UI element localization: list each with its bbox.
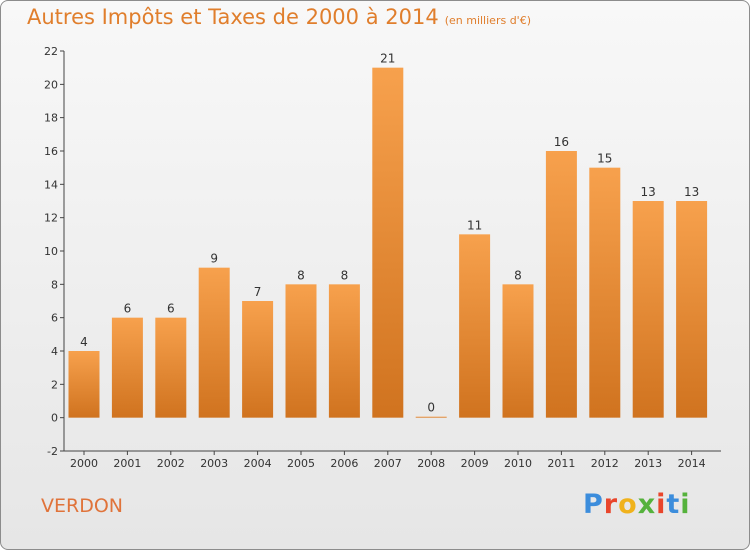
bar xyxy=(632,201,664,418)
y-tick-label: 2 xyxy=(51,378,58,391)
bar xyxy=(285,284,317,418)
x-tick-label: 2013 xyxy=(634,457,662,470)
x-tick-label: 2012 xyxy=(591,457,619,470)
proxiti-logo[interactable]: Proxiti xyxy=(583,489,691,520)
chart-title: Autres Impôts et Taxes de 2000 à 2014 (en… xyxy=(27,5,531,29)
bar-value-label: 6 xyxy=(124,302,132,316)
x-tick-label: 2010 xyxy=(504,457,532,470)
bar xyxy=(328,284,360,418)
brand-letter: t xyxy=(666,489,681,520)
y-tick-label: 18 xyxy=(44,112,58,125)
x-tick-label: 2008 xyxy=(417,457,445,470)
y-tick-label: 22 xyxy=(44,45,58,58)
bar xyxy=(242,301,274,418)
bar-value-label: 13 xyxy=(684,185,699,199)
bar xyxy=(459,234,491,418)
bar xyxy=(68,351,100,418)
chart-title-main: Autres Impôts et Taxes de 2000 à 2014 xyxy=(27,5,439,29)
x-tick-label: 2011 xyxy=(547,457,575,470)
bar-value-label: 9 xyxy=(210,252,218,266)
x-tick-label: 2005 xyxy=(287,457,315,470)
bar xyxy=(545,151,577,418)
brand-letter: x xyxy=(637,489,657,520)
bar-value-label: 4 xyxy=(80,335,88,349)
y-tick-label: 6 xyxy=(51,312,58,325)
x-tick-label: 2002 xyxy=(157,457,185,470)
bar-value-label: 0 xyxy=(427,401,435,415)
y-tick-label: 0 xyxy=(51,412,58,425)
y-tick-label: 20 xyxy=(44,78,58,91)
bar xyxy=(155,317,187,418)
bar xyxy=(372,67,404,418)
bar xyxy=(676,201,708,418)
chart-title-unit: (en milliers d'€) xyxy=(444,14,531,27)
x-tick-label: 2003 xyxy=(200,457,228,470)
x-tick-label: 2004 xyxy=(244,457,272,470)
bar-value-label: 15 xyxy=(597,152,612,166)
y-tick-label: 16 xyxy=(44,145,58,158)
bar xyxy=(198,267,230,418)
brand-letter: i xyxy=(680,489,691,520)
bar xyxy=(502,284,534,418)
x-tick-label: 2006 xyxy=(330,457,358,470)
y-tick-label: 10 xyxy=(44,245,58,258)
y-tick-label: 4 xyxy=(51,345,58,358)
brand-letter: r xyxy=(603,489,619,520)
y-tick-label: 12 xyxy=(44,212,58,225)
bar-value-label: 16 xyxy=(554,135,569,149)
brand-letter: o xyxy=(618,489,638,520)
bar-value-label: 7 xyxy=(254,285,262,299)
brand-letter: i xyxy=(656,489,667,520)
x-tick-label: 2014 xyxy=(678,457,706,470)
bar xyxy=(415,416,447,418)
bar xyxy=(589,167,621,418)
y-tick-label: 8 xyxy=(51,278,58,291)
x-tick-label: 2000 xyxy=(70,457,98,470)
brand-letter: P xyxy=(583,489,604,520)
bar-value-label: 8 xyxy=(297,268,305,282)
bar xyxy=(111,317,143,418)
y-tick-label: -2 xyxy=(47,445,58,458)
x-tick-label: 2007 xyxy=(374,457,402,470)
y-tick-label: 14 xyxy=(44,178,58,191)
x-tick-label: 2009 xyxy=(461,457,489,470)
bar-value-label: 13 xyxy=(641,185,656,199)
bar-value-label: 8 xyxy=(514,268,522,282)
bar-value-label: 8 xyxy=(341,268,349,282)
bar-value-label: 6 xyxy=(167,302,175,316)
bar-value-label: 11 xyxy=(467,218,482,232)
bar-value-label: 21 xyxy=(380,52,395,66)
x-tick-label: 2001 xyxy=(113,457,141,470)
commune-name: VERDON xyxy=(41,495,124,517)
